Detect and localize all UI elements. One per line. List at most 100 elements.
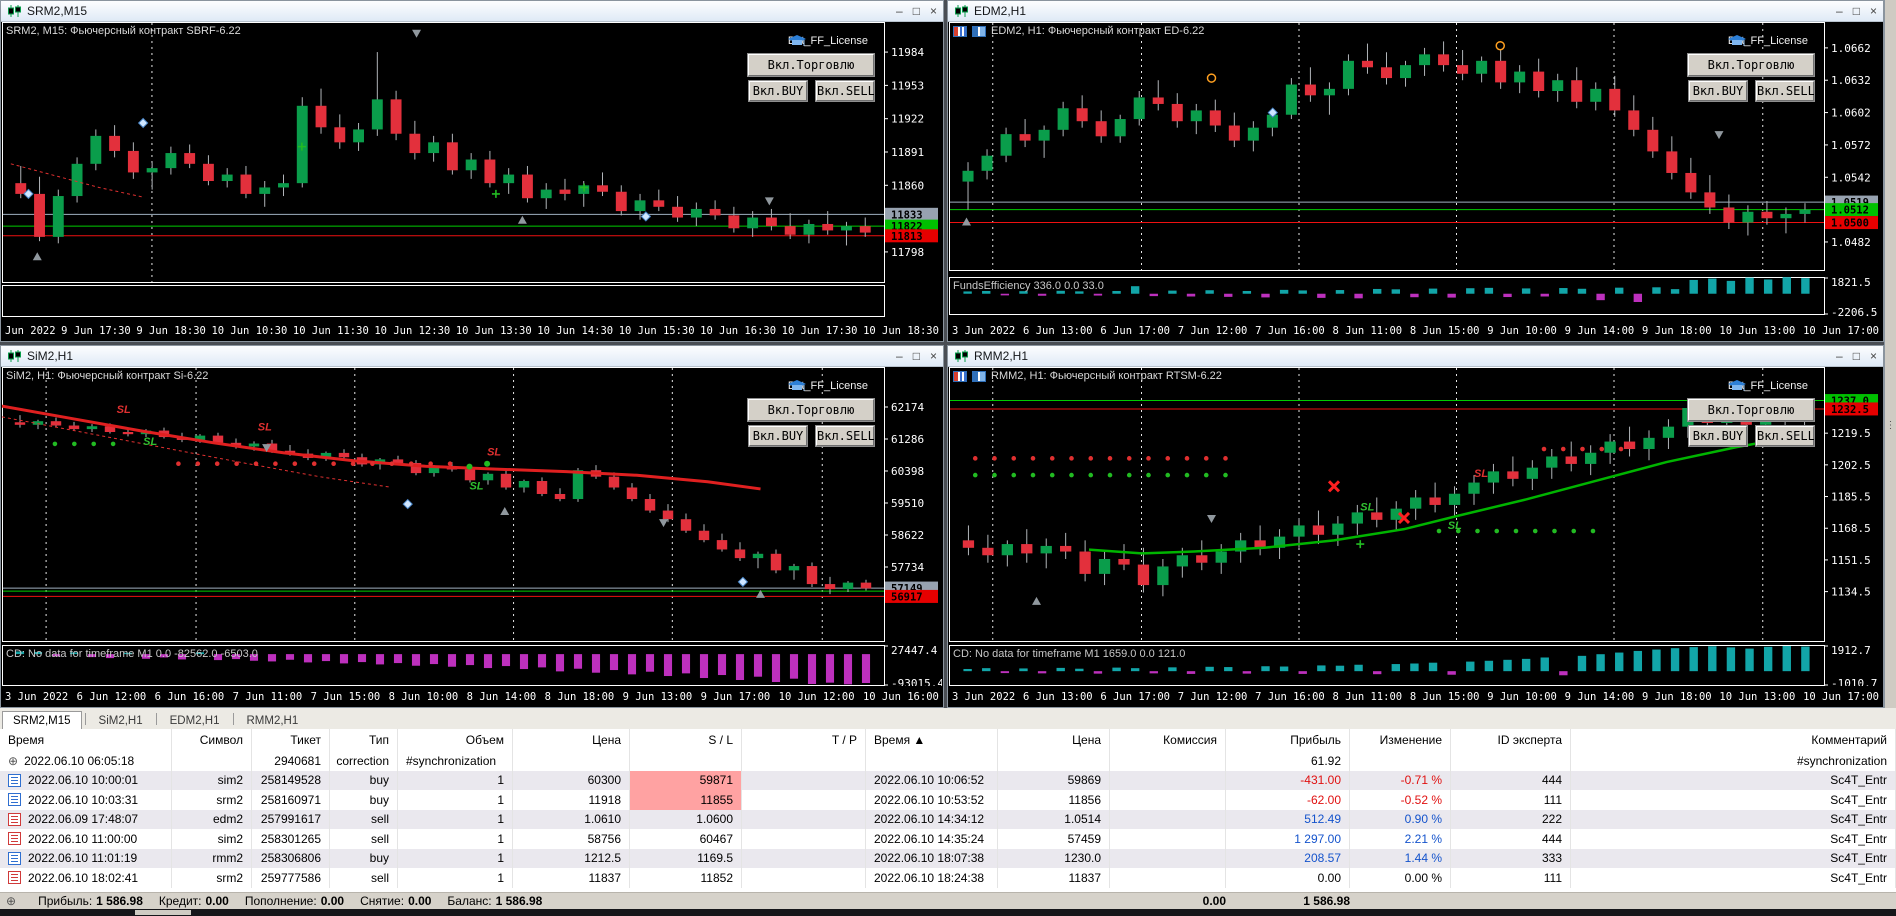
minimize-icon[interactable]: –	[1836, 4, 1843, 18]
window-title: SRM2,M15	[27, 4, 88, 18]
time-axis[interactable]: 3 Jun 2022 6 Jun 13:00 6 Jun 17:00 7 Jun 12…	[952, 322, 1879, 339]
svg-text:58622: 58622	[891, 529, 924, 542]
deal-row[interactable]: 2022.06.09 17:48:07 edm2 257991617 sell 1 1.0…	[0, 809, 1896, 829]
time-label: 10 Jun 16:00	[862, 690, 939, 703]
enable-sell-button[interactable]: Вкл.SELL	[1755, 80, 1815, 102]
svg-text:57734: 57734	[891, 561, 924, 574]
enable-buy-button[interactable]: Вкл.BUY	[1688, 425, 1748, 447]
horizontal-scrollbar[interactable]	[0, 908, 1896, 916]
deal-row[interactable]: 2022.06.10 10:00:01 sim2 258149528 buy 1 6030…	[0, 770, 1896, 790]
time-label: 7 Jun 11:00	[232, 690, 303, 703]
time-label: 3 Jun 2022	[952, 324, 1016, 337]
enable-sell-button[interactable]: Вкл.SELL	[815, 80, 875, 102]
cell-price2: 1.0514	[998, 809, 1110, 829]
toolbox-tab-srm2-m15[interactable]: SRM2,M15	[2, 711, 82, 729]
column-header-symbol[interactable]: Символ	[172, 729, 252, 751]
deal-row[interactable]: 2022.06.10 11:01:19 rmm2 258306806 buy 1 1212…	[0, 848, 1896, 868]
cell-volume: 1	[398, 829, 513, 849]
column-header-profit[interactable]: Прибыль	[1226, 729, 1350, 751]
scrollbar-thumb[interactable]	[135, 909, 191, 915]
cell-profit: 512.49	[1226, 809, 1350, 829]
enable-trading-button[interactable]: Вкл.Торговлю	[1687, 53, 1815, 77]
minimize-icon[interactable]: –	[1836, 349, 1843, 363]
close-icon[interactable]: ×	[1869, 349, 1877, 363]
column-header-expert[interactable]: ID эксперта	[1451, 729, 1571, 751]
one-click-trading-icon[interactable]	[972, 25, 986, 37]
window-titlebar[interactable]: SRM2,M15 – □ ×	[1, 1, 943, 22]
cell-expert: 111	[1451, 868, 1571, 888]
license-cap-icon	[1727, 35, 1746, 46]
time-axis[interactable]: 3 Jun 2022 6 Jun 12:00 6 Jun 16:00 7 Jun 11…	[5, 688, 939, 705]
enable-sell-button[interactable]: Вкл.SELL	[815, 425, 875, 447]
cell-volume: 1	[398, 770, 513, 790]
grip-icon: ⋮	[1885, 420, 1896, 431]
cell-time2: 2022.06.10 10:06:52	[866, 770, 998, 790]
svg-text:SL: SL	[258, 422, 272, 434]
enable-trading-button[interactable]: Вкл.Торговлю	[747, 53, 875, 77]
account-summary-bar: ⊕ Прибыль: 1 586.98 Кредит: 0.00 Пополнение:…	[0, 891, 1896, 909]
window-title: EDM2,H1	[974, 4, 1027, 18]
maximize-icon[interactable]: □	[1852, 349, 1860, 363]
cell-time2: 2022.06.10 18:24:38	[866, 868, 998, 888]
column-header-tp[interactable]: T / P	[742, 729, 866, 751]
column-header-price2[interactable]: Цена	[998, 729, 1110, 751]
cell-sl: 59871	[630, 770, 742, 790]
chart-window-rmm2: RMM2,H1 – □ × SL SL SL 1219.5 1202.5 1185.5 1168…	[947, 345, 1884, 708]
column-header-change[interactable]: Изменение	[1350, 729, 1451, 751]
market-depth-icon[interactable]	[953, 370, 967, 382]
toolbox-tab-edm2-h1[interactable]: EDM2,H1	[169, 715, 220, 727]
chart-canvas[interactable]: 1198411953119221189111860117981183311822…	[2, 22, 942, 320]
column-header-comment[interactable]: Комментарий	[1571, 729, 1896, 751]
cell-profit: 0.00	[1226, 868, 1350, 888]
enable-buy-button[interactable]: Вкл.BUY	[1688, 80, 1748, 102]
close-icon[interactable]: ×	[929, 4, 937, 18]
cell-price: 11918	[513, 790, 630, 810]
column-header-type[interactable]: Тип	[330, 729, 398, 751]
column-header-sl[interactable]: S / L	[630, 729, 742, 751]
deal-row[interactable]: 2022.06.10 18:02:41 srm2 259777586 sell 1 118…	[0, 868, 1896, 888]
maximize-icon[interactable]: □	[912, 349, 920, 363]
column-header-time2[interactable]: Время ▲	[866, 729, 998, 751]
column-header-volume[interactable]: Объем	[398, 729, 513, 751]
column-header-price[interactable]: Цена	[513, 729, 630, 751]
time-axis[interactable]: 3 Jun 2022 6 Jun 13:00 6 Jun 17:00 7 Jun 12…	[952, 688, 1879, 705]
cell-symbol: edm2	[172, 809, 252, 829]
column-header-commission[interactable]: Комиссия	[1110, 729, 1226, 751]
deal-row[interactable]: 2022.06.10 10:03:31 srm2 258160971 buy 1 1191…	[0, 790, 1896, 810]
summary-icon: ⊕	[6, 893, 17, 908]
toolbox-tab-sim2-h1[interactable]: SiM2,H1	[98, 715, 143, 727]
market-depth-icon[interactable]	[953, 25, 967, 37]
toolbox-tab-rmm2-h1[interactable]: RMM2,H1	[246, 715, 299, 727]
close-icon[interactable]: ×	[1869, 4, 1877, 18]
deal-row[interactable]: ⊕ 2022.06.10 06:05:18 2940681 correction #sy…	[0, 751, 1896, 771]
enable-sell-button[interactable]: Вкл.SELL	[1755, 425, 1815, 447]
enable-buy-button[interactable]: Вкл.BUY	[748, 425, 808, 447]
cell-symbol: rmm2	[172, 848, 252, 868]
column-header-time[interactable]: Время	[0, 729, 172, 751]
window-titlebar[interactable]: EDM2,H1 – □ ×	[948, 1, 1883, 22]
enable-trading-button[interactable]: Вкл.Торговлю	[1687, 398, 1815, 422]
cell-sl	[630, 751, 742, 771]
enable-buy-button[interactable]: Вкл.BUY	[748, 80, 808, 102]
one-click-trading-icon[interactable]	[972, 370, 986, 382]
close-icon[interactable]: ×	[929, 349, 937, 363]
enable-trading-button[interactable]: Вкл.Торговлю	[747, 398, 875, 422]
time-label: 10 Jun 18:30	[863, 324, 939, 337]
time-label: 10 Jun 13:00	[1719, 690, 1796, 703]
cell-commission	[1110, 829, 1226, 849]
right-panel-grip[interactable]: ⋮	[1884, 0, 1896, 708]
minimize-icon[interactable]: –	[896, 349, 903, 363]
window-titlebar[interactable]: RMM2,H1 – □ ×	[948, 346, 1883, 367]
column-header-ticket[interactable]: Тикет	[252, 729, 330, 751]
time-axis[interactable]: Jun 2022 9 Jun 17:30 9 Jun 18:30 10 Jun 10:…	[5, 322, 939, 339]
window-title: RMM2,H1	[974, 349, 1029, 363]
deal-row[interactable]: 2022.06.10 11:00:00 sim2 258301265 sell 1 587…	[0, 829, 1896, 849]
window-titlebar[interactable]: SiM2,H1 – □ ×	[1, 346, 943, 367]
chart-canvas[interactable]: SL SL SL 1219.5 1202.5 1185.5 1168.5 1151.5 1134…	[949, 367, 1882, 686]
maximize-icon[interactable]: □	[1852, 4, 1860, 18]
minimize-icon[interactable]: –	[896, 4, 903, 18]
license-cap-icon	[787, 35, 806, 46]
chart-canvas[interactable]: 1.0662 1.0632 1.0602 1.0572 1.0542 1.0482 1.05…	[949, 22, 1882, 320]
chart-canvas[interactable]: SL SL SL SL SL 62174 61286 60398 59510 58622 57734…	[2, 367, 942, 686]
maximize-icon[interactable]: □	[912, 4, 920, 18]
